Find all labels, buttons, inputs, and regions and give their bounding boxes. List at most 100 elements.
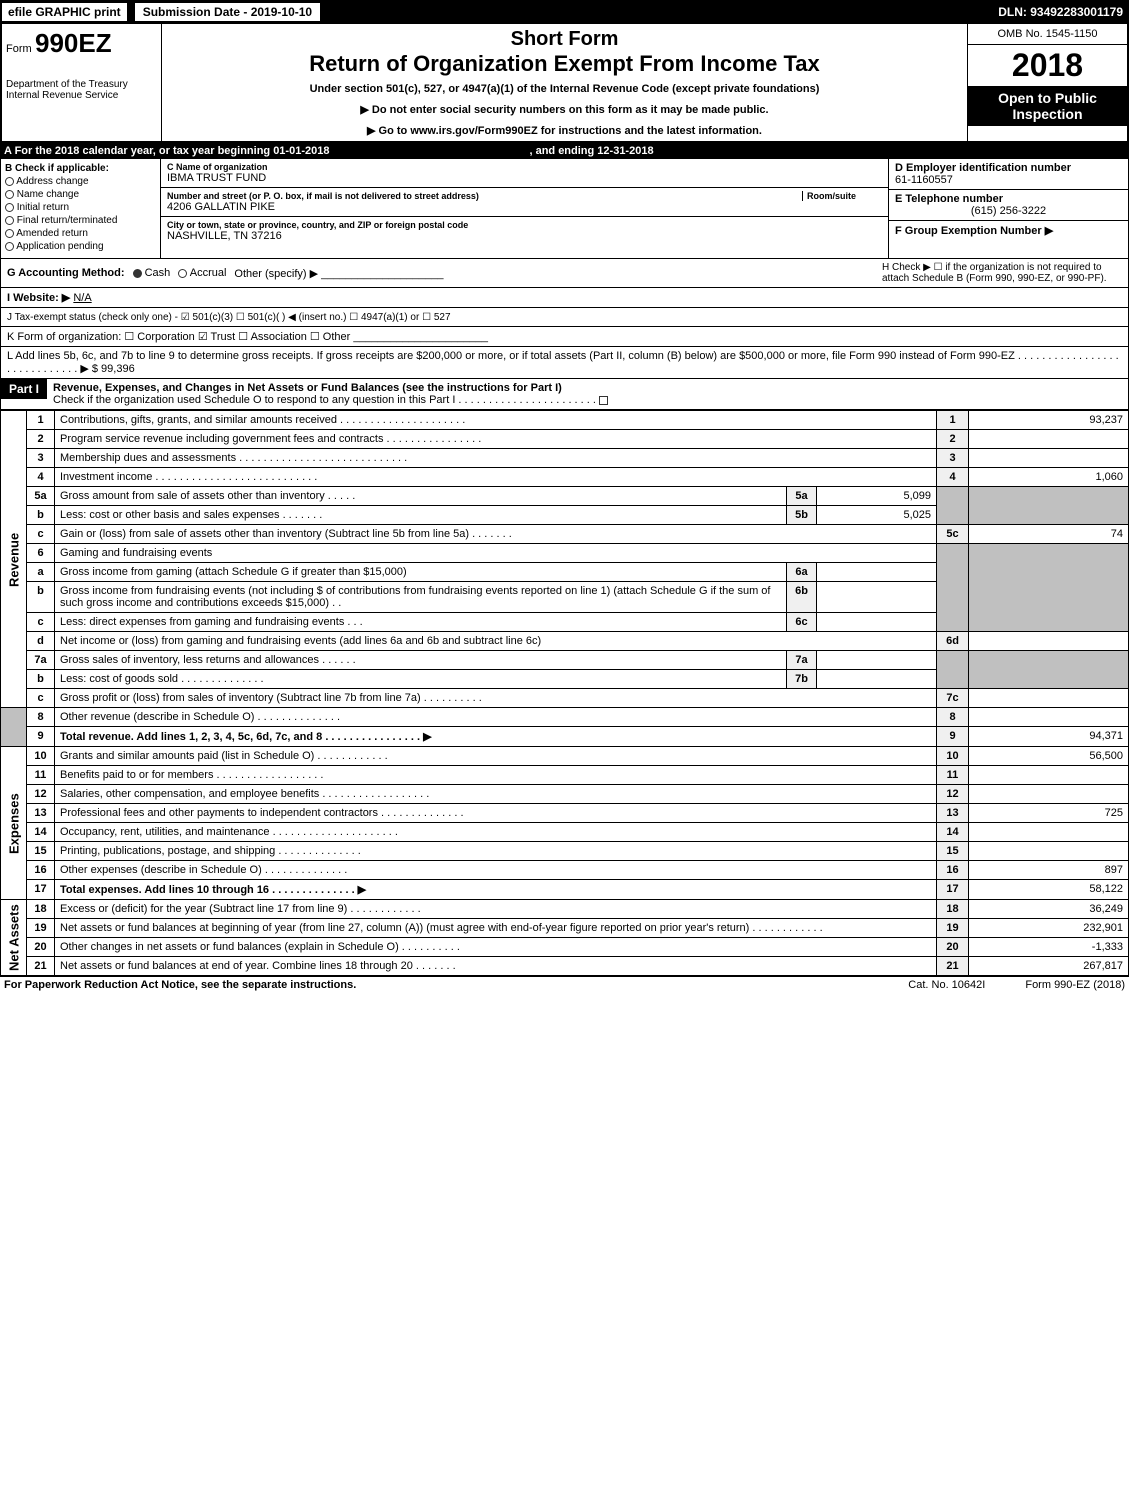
val-18: 36,249 <box>969 900 1129 919</box>
opt-address-change[interactable]: Address change <box>5 176 156 187</box>
footer-cat: Cat. No. 10642I <box>908 979 985 991</box>
ln-13: 13 <box>27 804 55 823</box>
row-18: Net Assets 18 Excess or (deficit) for th… <box>1 900 1129 919</box>
footer-text: For Paperwork Reduction Act Notice, see … <box>4 979 356 991</box>
ln-17: 17 <box>27 880 55 900</box>
desc-9: Total revenue. Add lines 1, 2, 3, 4, 5c,… <box>55 727 937 747</box>
val-7ab-grey <box>969 651 1129 689</box>
val-3 <box>969 449 1129 468</box>
ln-8: 8 <box>27 708 55 727</box>
page-footer: For Paperwork Reduction Act Notice, see … <box>0 976 1129 993</box>
desc-5c: Gain or (loss) from sale of assets other… <box>55 525 937 544</box>
nc-8: 8 <box>937 708 969 727</box>
f-label: F Group Exemption Number ▶ <box>895 224 1122 237</box>
ln-6b: b <box>27 582 55 613</box>
street-row: Number and street (or P. O. box, if mail… <box>161 188 888 217</box>
sv-5b: 5,025 <box>817 506 937 525</box>
desc-5a: Gross amount from sale of assets other t… <box>55 487 787 506</box>
nc-6-grey <box>937 544 969 632</box>
c-label: C Name of organization <box>167 162 882 172</box>
city-label: City or town, state or province, country… <box>167 220 882 230</box>
ln-20: 20 <box>27 938 55 957</box>
val-14 <box>969 823 1129 842</box>
dept-treasury: Department of the Treasury <box>6 79 157 90</box>
row-13: 13 Professional fees and other payments … <box>1 804 1129 823</box>
header-left: Form 990EZ Department of the Treasury In… <box>2 24 162 141</box>
ln-19: 19 <box>27 919 55 938</box>
nc-10: 10 <box>937 747 969 766</box>
sv-5a: 5,099 <box>817 487 937 506</box>
row-5c: c Gain or (loss) from sale of assets oth… <box>1 525 1129 544</box>
row-8: 8 Other revenue (describe in Schedule O)… <box>1 708 1129 727</box>
ln-16: 16 <box>27 861 55 880</box>
row-7c: c Gross profit or (loss) from sales of i… <box>1 689 1129 708</box>
row-9: 9 Total revenue. Add lines 1, 2, 3, 4, 5… <box>1 727 1129 747</box>
e-phone-row: E Telephone number (615) 256-3222 <box>889 190 1128 221</box>
nc-2: 2 <box>937 430 969 449</box>
ln-6a: a <box>27 563 55 582</box>
dept-irs: Internal Revenue Service <box>6 90 157 101</box>
row-7a: 7a Gross sales of inventory, less return… <box>1 651 1129 670</box>
ln-6: 6 <box>27 544 55 563</box>
desc-11: Benefits paid to or for members . . . . … <box>55 766 937 785</box>
e-label: E Telephone number <box>895 193 1122 205</box>
part1-title: Revenue, Expenses, and Changes in Net As… <box>53 382 1122 394</box>
line-g: G Accounting Method: Cash Accrual Other … <box>0 259 1129 288</box>
goto-line[interactable]: ▶ Go to www.irs.gov/Form990EZ for instru… <box>166 124 963 137</box>
val-6-grey <box>969 544 1129 632</box>
desc-6c: Less: direct expenses from gaming and fu… <box>55 613 787 632</box>
nc-18: 18 <box>937 900 969 919</box>
nc-6d: 6d <box>937 632 969 651</box>
g-label: G Accounting Method: <box>7 267 125 279</box>
opt-initial-return[interactable]: Initial return <box>5 202 156 213</box>
g-accrual[interactable]: Accrual <box>178 267 226 279</box>
desc-16: Other expenses (describe in Schedule O) … <box>55 861 937 880</box>
line-i: I Website: ▶ N/A <box>0 288 1129 308</box>
desc-17: Total expenses. Add lines 10 through 16 … <box>55 880 937 900</box>
row-4: 4 Investment income . . . . . . . . . . … <box>1 468 1129 487</box>
form-prefix: Form <box>6 43 32 55</box>
val-13: 725 <box>969 804 1129 823</box>
i-value: N/A <box>73 292 91 304</box>
l-label: L Add lines 5b, 6c, and 7b to line 9 to … <box>7 350 1119 375</box>
sv-6c <box>817 613 937 632</box>
sl-6b: 6b <box>787 582 817 613</box>
dln-label: DLN: 93492283001179 <box>998 5 1129 19</box>
sidebar-expenses: Expenses <box>1 747 27 900</box>
sl-6a: 6a <box>787 563 817 582</box>
row-a: A For the 2018 calendar year, or tax yea… <box>0 143 1129 159</box>
val-15 <box>969 842 1129 861</box>
val-7c <box>969 689 1129 708</box>
opt-amended-return[interactable]: Amended return <box>5 228 156 239</box>
nc-1: 1 <box>937 411 969 430</box>
footer-formnum: Form 990-EZ (2018) <box>1025 979 1125 991</box>
ln-11: 11 <box>27 766 55 785</box>
row-20: 20 Other changes in net assets or fund b… <box>1 938 1129 957</box>
row-2: 2 Program service revenue including gove… <box>1 430 1129 449</box>
part1-checkbox[interactable] <box>599 396 608 405</box>
desc-7c: Gross profit or (loss) from sales of inv… <box>55 689 937 708</box>
d-value: 61-1160557 <box>895 174 1122 186</box>
d-ein-row: D Employer identification number 61-1160… <box>889 159 1128 190</box>
nc-7c: 7c <box>937 689 969 708</box>
ln-7a: 7a <box>27 651 55 670</box>
g-cash[interactable]: Cash <box>133 267 171 279</box>
sv-7b <box>817 670 937 689</box>
desc-20: Other changes in net assets or fund bala… <box>55 938 937 957</box>
opt-name-change[interactable]: Name change <box>5 189 156 200</box>
opt-application-pending[interactable]: Application pending <box>5 241 156 252</box>
org-name: IBMA TRUST FUND <box>167 172 882 184</box>
desc-18: Excess or (deficit) for the year (Subtra… <box>55 900 937 919</box>
g-other[interactable]: Other (specify) ▶ ____________________ <box>234 267 443 280</box>
efile-print-label[interactable]: efile GRAPHIC print <box>0 1 129 23</box>
i-label: I Website: ▶ <box>7 292 70 304</box>
opt-final-return[interactable]: Final return/terminated <box>5 215 156 226</box>
ln-4: 4 <box>27 468 55 487</box>
nc-5c: 5c <box>937 525 969 544</box>
inspection-line2: Inspection <box>972 106 1123 122</box>
desc-6b: Gross income from fundraising events (no… <box>55 582 787 613</box>
desc-12: Salaries, other compensation, and employ… <box>55 785 937 804</box>
form-name: 990EZ <box>35 28 112 58</box>
val-6d <box>969 632 1129 651</box>
nc-9: 9 <box>937 727 969 747</box>
